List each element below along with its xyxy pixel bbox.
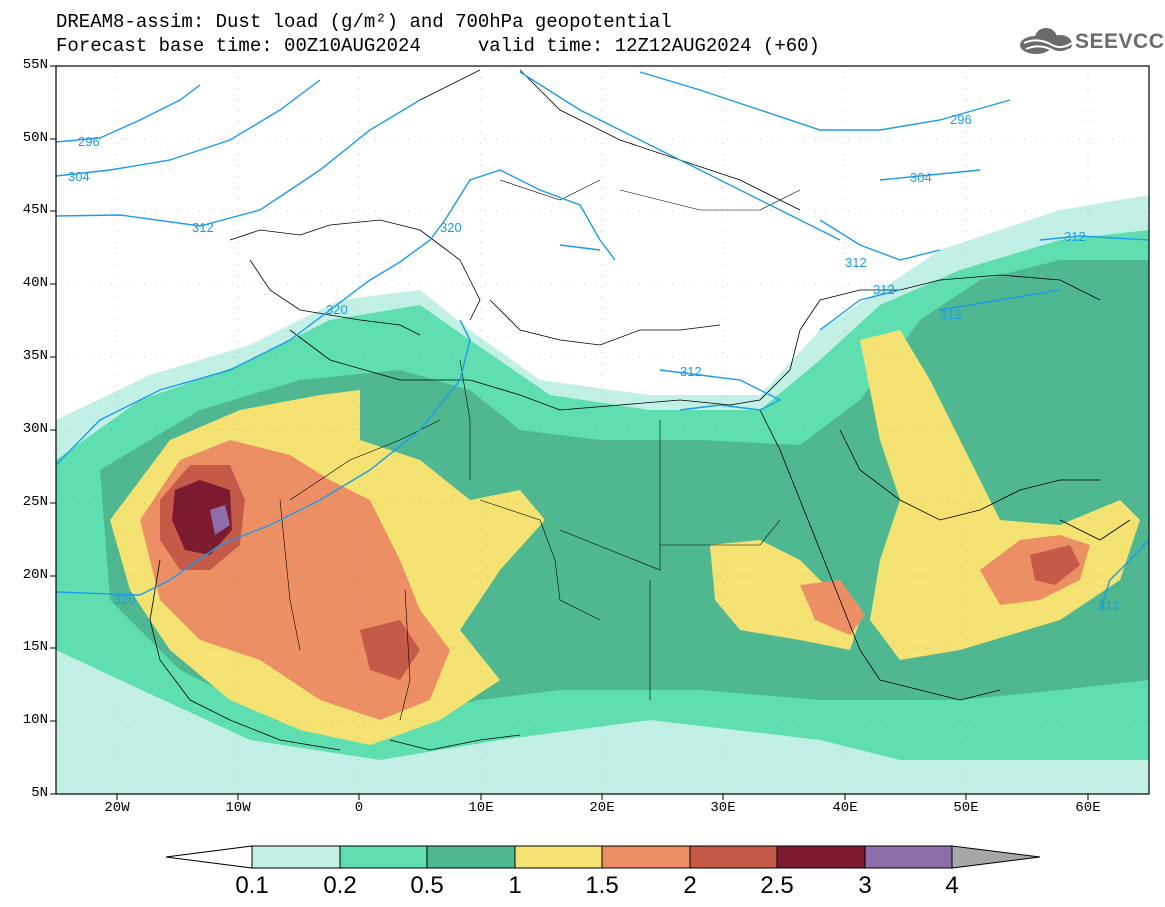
colorbar-bin	[339, 845, 428, 869]
contour-label: 312	[1098, 598, 1120, 613]
colorbar-label: 2	[683, 872, 697, 899]
lon-label: 0	[354, 800, 364, 816]
lon-label: 60E	[1075, 800, 1101, 816]
lat-label: 40N	[22, 275, 48, 291]
lat-label: 10N	[22, 712, 48, 728]
contour-labels: 296 304 312 320 320 320 312 312 312 312 …	[68, 112, 1120, 613]
colorbar-over-arrow	[951, 845, 1041, 869]
contour-label: 312	[680, 364, 702, 379]
lat-label: 25N	[22, 494, 48, 510]
lat-label: 5N	[31, 785, 48, 801]
lon-label: 30E	[710, 800, 736, 816]
contour-label: 320	[326, 302, 348, 317]
lat-label: 15N	[22, 639, 48, 655]
lon-label: 50E	[953, 800, 979, 816]
colorbar-bin	[864, 845, 953, 869]
dust-region-veryhigh-2	[360, 620, 420, 680]
contour-label: 312	[873, 282, 895, 297]
lat-label: 50N	[22, 130, 48, 146]
lat-label: 30N	[22, 421, 48, 437]
graticule	[56, 66, 1149, 794]
contour-label: 320	[440, 220, 462, 235]
contour-label: 304	[68, 169, 90, 184]
colorbar-bin	[251, 845, 341, 869]
contour-label: 320	[114, 592, 136, 607]
lon-label: 10W	[225, 800, 251, 816]
lat-label: 20N	[22, 567, 48, 583]
contour-label: 296	[78, 134, 100, 149]
colorbar-bin	[514, 845, 603, 869]
geopotential-contours	[56, 71, 1149, 611]
dust-region-max	[210, 505, 230, 535]
colorbar-label: 0.5	[410, 872, 444, 899]
map-title: DREAM8-assim: Dust load (g/m²) and 700hP…	[56, 11, 672, 33]
lon-label: 10E	[468, 800, 494, 816]
forecast-time-line: Forecast base time: 00Z10AUG2024 valid t…	[56, 35, 820, 57]
lon-label: 20W	[104, 800, 130, 816]
contour-label: 296	[950, 112, 972, 127]
colorbar-bin	[689, 845, 778, 869]
colorbar-label: 0.1	[235, 872, 269, 899]
lat-label: 45N	[22, 202, 48, 218]
contour-label: 312	[192, 220, 214, 235]
colorbar-label: 1	[508, 872, 522, 899]
lon-label: 20E	[589, 800, 615, 816]
seevccc-logo	[1020, 28, 1073, 54]
dust-region-extreme	[172, 480, 232, 555]
lat-label: 35N	[22, 348, 48, 364]
colorbar-under-arrow	[165, 845, 253, 869]
colorbar-label: 4	[945, 872, 959, 899]
colorbar-label: 1.5	[585, 872, 619, 899]
coastlines	[149, 69, 1131, 751]
dust-load-field	[56, 195, 1149, 794]
colorbar-label: 0.2	[323, 872, 357, 899]
contour-label: 312	[940, 307, 962, 322]
contour-label: 312	[845, 255, 867, 270]
cloud-icon	[1020, 28, 1072, 54]
axis-ticks	[50, 65, 1089, 800]
dust-region-veryhigh-arabia	[1030, 545, 1080, 585]
lat-label: 55N	[22, 57, 48, 73]
colorbar-label: 2.5	[760, 872, 794, 899]
logo-text: SEEVCCC	[1075, 30, 1165, 53]
contour-label: 312	[1064, 229, 1086, 244]
colorbar-bin	[776, 845, 866, 869]
contour-label: 304	[910, 170, 932, 185]
colorbar-label: 3	[858, 872, 872, 899]
colorbar-bin	[426, 845, 516, 869]
colorbar	[165, 845, 1041, 869]
colorbar-bin	[601, 845, 691, 869]
lon-label: 40E	[832, 800, 858, 816]
